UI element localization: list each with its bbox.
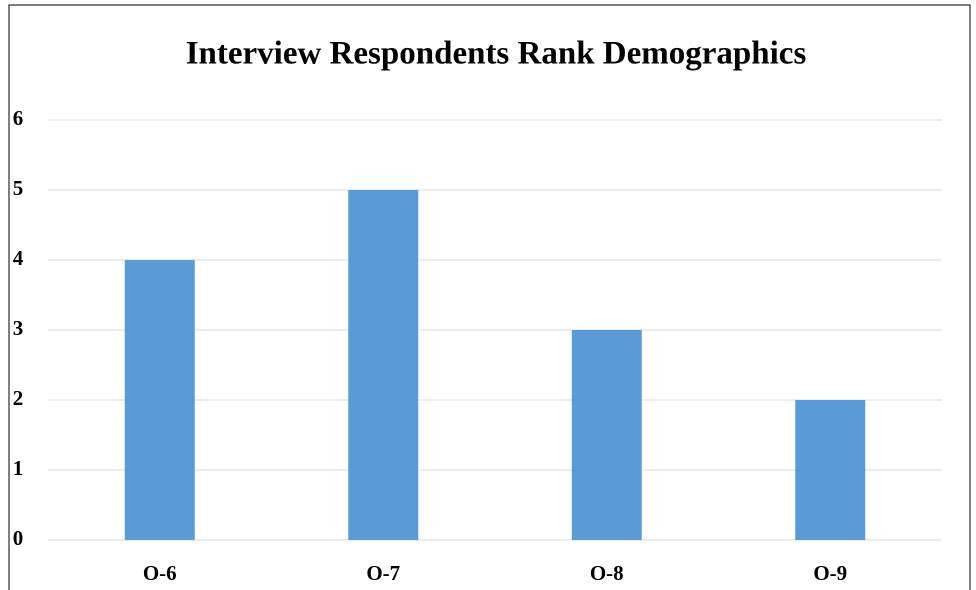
y-tick-label: 3 [13,316,24,340]
frame [8,4,971,590]
y-tick-label: 2 [13,386,24,410]
y-tick-label: 1 [13,456,24,480]
x-tick-label: O-8 [590,561,624,585]
bar [124,260,195,540]
y-tick-label: 6 [13,106,24,130]
x-tick-label: O-6 [143,561,177,585]
y-tick-label: 0 [13,526,24,550]
y-tick-label: 5 [13,176,24,200]
chart-title: Interview Respondents Rank Demographics [186,36,807,72]
bar [795,400,866,540]
y-tick-label: 4 [13,246,24,270]
x-tick-label: O-7 [366,561,400,585]
x-tick-label: O-9 [813,561,847,585]
bar [571,330,642,540]
bar [348,190,419,540]
